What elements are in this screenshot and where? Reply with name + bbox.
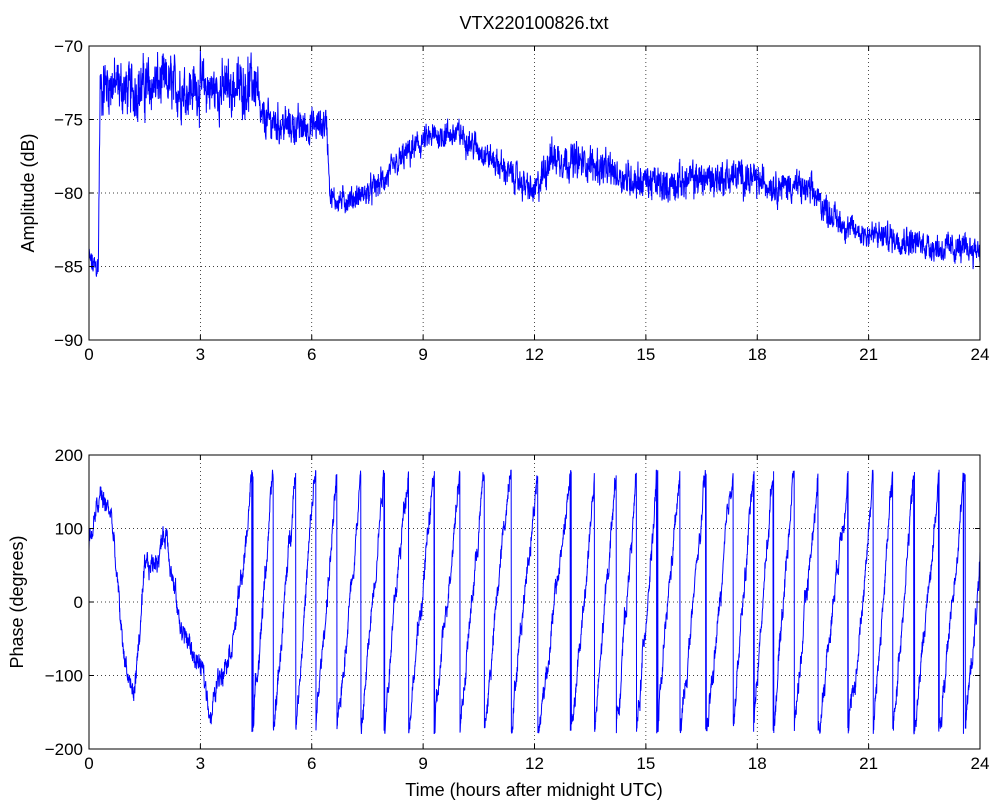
amplitude-x-tick-label: 18 — [748, 345, 767, 364]
amplitude-y-tick-label: −75 — [54, 111, 83, 130]
amplitude-x-tick-label: 0 — [84, 345, 93, 364]
amplitude-x-tick-label: 24 — [971, 345, 990, 364]
phase-y-tick-label: −200 — [45, 740, 83, 759]
phase-x-tick-label: 15 — [636, 754, 655, 773]
phase-ticks: 0 3 6 9 12 15 18 21 24 −200 −100 0 100 200 — [45, 446, 990, 773]
phase-y-tick-label: −100 — [45, 667, 83, 686]
amplitude-x-tick-label: 21 — [859, 345, 878, 364]
amplitude-x-tick-label: 15 — [636, 345, 655, 364]
phase-panel: 0 3 6 9 12 15 18 21 24 −200 −100 0 100 200 Time (hour… — [7, 446, 989, 800]
chart-title: VTX220100826.txt — [459, 13, 608, 33]
amplitude-x-tick-label: 9 — [418, 345, 427, 364]
phase-x-tick-label: 12 — [525, 754, 544, 773]
phase-y-tick-label: 100 — [55, 520, 83, 539]
amplitude-y-tick-label: −80 — [54, 184, 83, 203]
phase-x-tick-label: 21 — [859, 754, 878, 773]
phase-x-axis-label: Time (hours after midnight UTC) — [405, 780, 662, 800]
amplitude-y-tick-label: −70 — [54, 37, 83, 56]
amplitude-panel: 0 3 6 9 12 15 18 21 24 −90 −85 −80 −75 −70 VTX2201008… — [18, 13, 989, 364]
phase-x-tick-label: 18 — [748, 754, 767, 773]
amplitude-x-tick-label: 12 — [525, 345, 544, 364]
phase-y-tick-label: 0 — [74, 593, 83, 612]
amplitude-y-tick-label: −90 — [54, 331, 83, 350]
amplitude-x-tick-label: 6 — [307, 345, 316, 364]
amplitude-ticks: 0 3 6 9 12 15 18 21 24 −90 −85 −80 −75 −70 — [54, 37, 989, 364]
phase-series-line — [89, 469, 980, 735]
phase-y-axis-label: Phase (degrees) — [7, 535, 27, 668]
phase-x-tick-label: 3 — [196, 754, 205, 773]
amplitude-x-tick-label: 3 — [196, 345, 205, 364]
phase-x-tick-label: 6 — [307, 754, 316, 773]
phase-x-tick-label: 9 — [418, 754, 427, 773]
phase-y-tick-label: 200 — [55, 446, 83, 465]
amplitude-y-axis-label: Amplitude (dB) — [18, 133, 38, 252]
amplitude-y-tick-label: −85 — [54, 258, 83, 277]
phase-x-tick-label: 24 — [971, 754, 990, 773]
amplitude-series-line — [89, 50, 980, 277]
phase-x-tick-label: 0 — [84, 754, 93, 773]
